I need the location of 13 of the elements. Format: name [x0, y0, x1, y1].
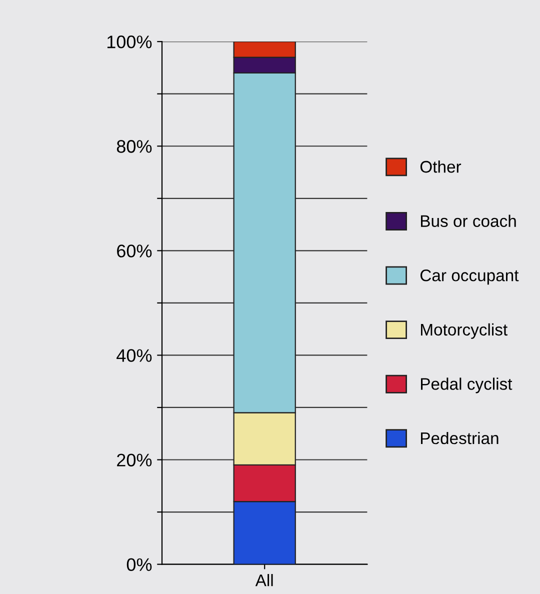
legend-label: Bus or coach: [421, 214, 516, 228]
legend-label: Pedestrian: [421, 432, 498, 444]
y-tick-label: 40%: [116, 349, 152, 362]
x-tick-label: All: [255, 574, 273, 586]
y-tick-label: 20%: [117, 454, 152, 466]
y-tick-label: 0%: [126, 558, 152, 572]
legend-label: Other: [420, 160, 462, 173]
y-tick-label: 100%: [107, 36, 152, 48]
legend-label: Motorcyclist: [421, 323, 508, 339]
y-tick-label: 60%: [117, 244, 152, 258]
legend-label: Car occupant: [420, 270, 519, 285]
y-tick-label: 80%: [116, 140, 152, 153]
legend-label: Pedal cyclist: [421, 378, 512, 394]
